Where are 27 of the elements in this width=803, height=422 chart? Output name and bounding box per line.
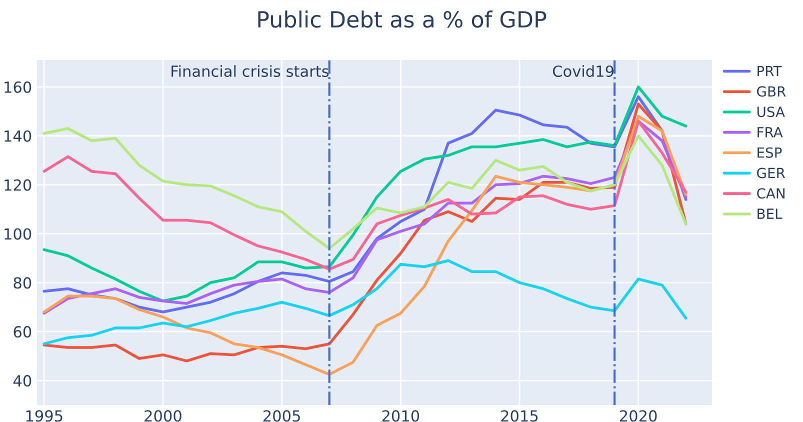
legend-label: USA [757,106,785,118]
x-tick-label: 2005 [263,410,300,422]
legend-label: CAN [757,188,784,199]
ref-line-label: Financial crisis starts [172,65,329,77]
x-tick-label: 1995 [26,410,62,422]
chart-title: Public Debt as a % of GDP [258,10,546,28]
x-tick-label: 2020 [620,410,657,422]
legend-label: BEL [758,208,782,219]
legend-label: GER [757,168,786,178]
ref-line-label: Covid19 [552,65,614,77]
legend-label: ESP [758,147,782,158]
y-tick-label: 100 [4,228,32,240]
legend-label: FRA [758,127,783,138]
y-tick-label: 140 [4,130,32,142]
line-series [42,127,688,250]
line-series [42,259,688,346]
y-tick-label: 60 [14,326,32,338]
y-tick-label: 80 [14,277,32,289]
y-tick-label: 120 [4,179,32,191]
y-tick-label: 160 [4,81,32,93]
x-tick-label: 2010 [382,410,420,422]
line-series [42,120,688,271]
legend-label: PRT [758,66,782,76]
legend-label: GBR [757,86,786,97]
x-tick-label: 2015 [501,410,538,422]
y-tick-label: 40 [13,374,32,387]
x-tick-label: 2000 [144,410,182,422]
